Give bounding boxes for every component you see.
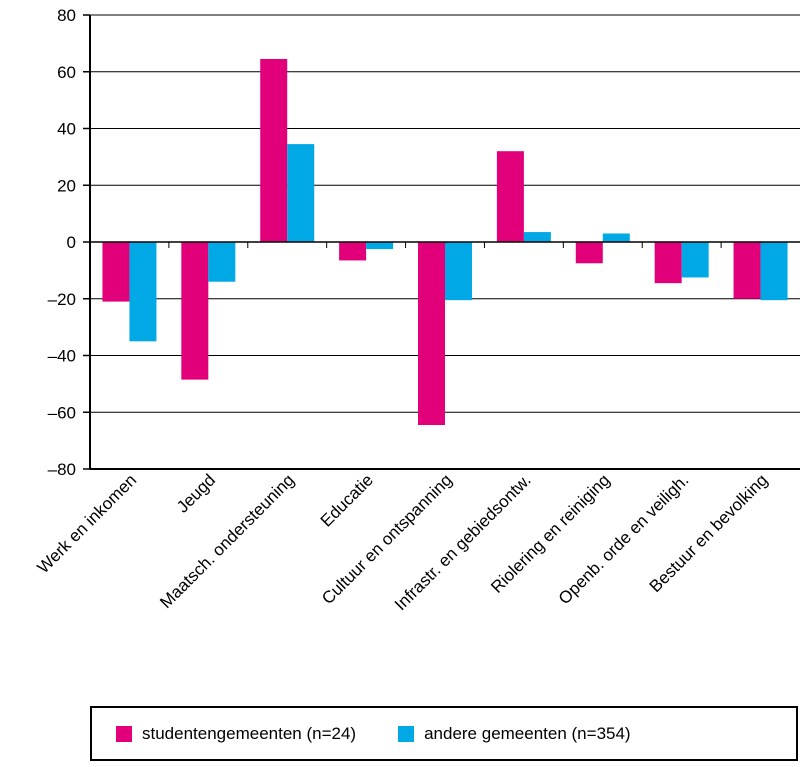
bar-studentengemeenten	[260, 58, 288, 243]
bar-chart: 80 60 40 20 0 –20 –40 –60 –80 Werk en inkomen Jeu…	[34, 6, 800, 614]
bar-andere-gemeenten	[129, 242, 157, 342]
bar-studentengemeenten	[339, 242, 367, 261]
x-category-label: Jeugd	[173, 470, 219, 516]
x-category-label: Openb. orde en veiligh.	[555, 470, 693, 608]
x-category-label: Educatie	[317, 470, 377, 530]
bar-andere-gemeenten	[287, 144, 315, 242]
y-tick-label: 80	[57, 6, 76, 25]
bar-andere-gemeenten	[523, 232, 551, 242]
bar-studentengemeenten	[496, 151, 524, 242]
bar-andere-gemeenten	[602, 233, 630, 242]
bar-studentengemeenten	[418, 242, 445, 426]
y-tick-label: –20	[48, 290, 76, 309]
bar-andere-gemeenten	[445, 242, 472, 301]
y-tick-label: 20	[57, 176, 76, 195]
y-tick-label: 60	[57, 63, 76, 82]
y-tick-label: –80	[48, 460, 76, 479]
y-tick-label: 0	[67, 233, 76, 252]
bar-andere-gemeenten	[681, 242, 709, 278]
x-category-label: Infrastr. en gebiedsontw.	[391, 470, 535, 614]
legend-item-studentengemeenten: studentengemeenten (n=24)	[116, 724, 356, 744]
y-tick-label: 40	[57, 120, 76, 139]
legend: studentengemeenten (n=24) andere gemeent…	[90, 706, 798, 761]
x-category-label: Werk en inkomen	[34, 470, 141, 577]
legend-item-andere-gemeenten: andere gemeenten (n=354)	[398, 724, 631, 744]
legend-label-studentengemeenten: studentengemeenten (n=24)	[142, 723, 357, 743]
y-tick-label: –60	[48, 403, 76, 422]
bar-studentengemeenten	[575, 242, 603, 264]
legend-swatch-studentengemeenten	[116, 725, 132, 742]
y-tick-labels: 80 60 40 20 0 –20 –40 –60 –80	[48, 6, 76, 479]
bar-studentengemeenten	[733, 242, 761, 299]
bar-studentengemeenten	[181, 242, 209, 380]
legend-label-andere-gemeenten: andere gemeenten (n=354)	[424, 723, 631, 743]
bar-andere-gemeenten	[760, 242, 788, 301]
x-category-label: Cultuur en ontspanning	[318, 470, 456, 608]
bar-studentengemeenten	[102, 242, 130, 302]
bar-studentengemeenten	[654, 242, 682, 284]
bar-andere-gemeenten	[208, 242, 236, 282]
axes	[83, 14, 800, 470]
bars	[102, 58, 788, 426]
bar-andere-gemeenten	[366, 242, 394, 250]
legend-swatch-andere-gemeenten	[398, 725, 415, 742]
y-tick-label: –40	[48, 347, 76, 366]
x-category-label: Maatsch. ondersteuning	[156, 470, 298, 612]
